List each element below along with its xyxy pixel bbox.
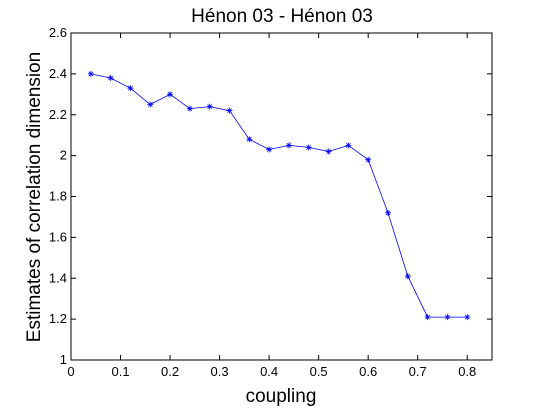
data-point (226, 107, 233, 114)
data-point (127, 85, 134, 92)
series-line (90, 73, 468, 318)
y-tick-label: 1 (60, 352, 67, 367)
series-group (87, 70, 471, 321)
data-point (305, 144, 312, 151)
y-tick-label: 2 (60, 148, 67, 163)
data-point (285, 142, 292, 149)
plot-area (70, 32, 493, 361)
data-point (107, 74, 114, 81)
data-point (444, 314, 451, 321)
data-point (87, 70, 94, 77)
y-tick-label: 1.8 (49, 189, 67, 204)
data-point (167, 91, 174, 98)
x-tick-label: 0.2 (161, 364, 179, 379)
data-point (206, 103, 213, 110)
y-tick-label: 1.2 (49, 311, 67, 326)
x-tick-label: 0.8 (458, 364, 476, 379)
data-point (424, 314, 431, 321)
x-tick-label: 0.7 (409, 364, 427, 379)
data-point (246, 136, 253, 143)
data-point (345, 142, 352, 149)
data-point (464, 314, 471, 321)
data-point (365, 156, 372, 163)
x-tick-label: 0.4 (260, 364, 278, 379)
y-tick-label: 1.6 (49, 229, 67, 244)
data-point (186, 105, 193, 112)
data-point (147, 101, 154, 108)
x-tick-label: 0.5 (310, 364, 328, 379)
data-point (266, 146, 273, 153)
x-tick-label: 0.3 (211, 364, 229, 379)
data-point (384, 209, 391, 216)
data-point (325, 148, 332, 155)
data-point (404, 273, 411, 280)
y-axis: 1 1.2 1.4 1.6 1.8 2 2.2 2.4 2.6 (49, 25, 492, 367)
y-tick-label: 2.2 (49, 107, 67, 122)
chart-title: Hénon 03 - Hénon 03 (191, 6, 373, 27)
x-tick-label: 0.6 (359, 364, 377, 379)
y-tick-label: 2.4 (49, 66, 67, 81)
y-tick-label: 1.4 (49, 270, 67, 285)
x-tick-label: 0.1 (111, 364, 129, 379)
x-tick-label: 0 (67, 364, 74, 379)
x-axis-label: coupling (246, 386, 317, 407)
y-axis-label: Estimates of correlation dimension (24, 52, 45, 342)
y-tick-label: 2.6 (49, 25, 67, 40)
x-axis: 0 0.1 0.2 0.3 0.4 0.5 0.6 0.7 0.8 (67, 33, 476, 379)
